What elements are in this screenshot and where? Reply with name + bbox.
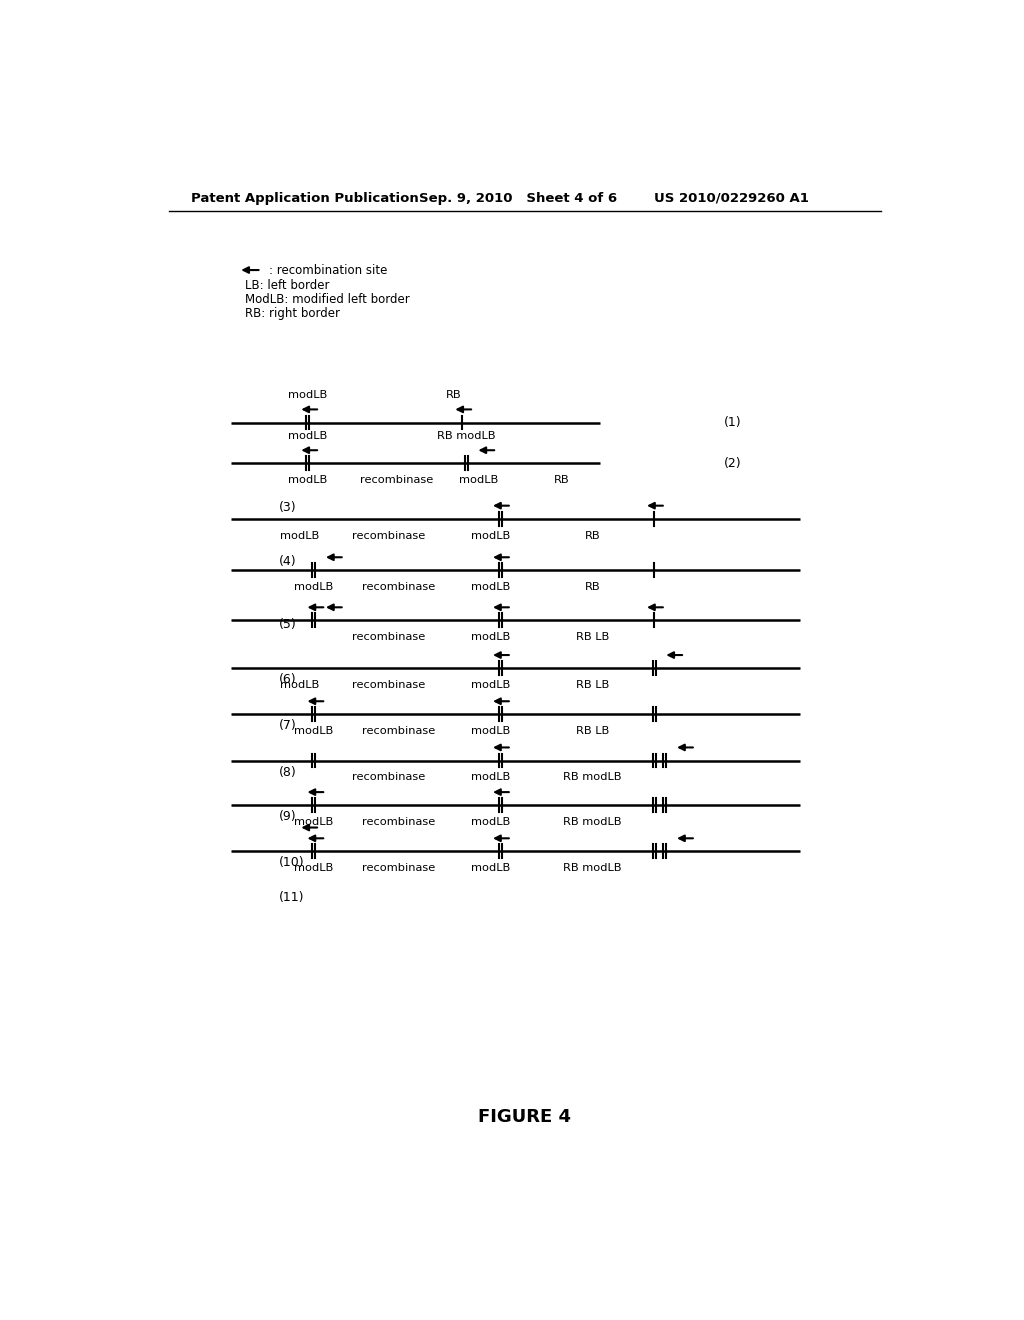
Text: modLB: modLB (294, 863, 334, 874)
Text: RB modLB: RB modLB (563, 863, 622, 874)
Text: Patent Application Publication: Patent Application Publication (190, 191, 419, 205)
Text: RB: RB (585, 582, 600, 593)
Text: (9): (9) (280, 810, 297, 824)
Text: FIGURE 4: FIGURE 4 (478, 1107, 571, 1126)
Text: modLB: modLB (294, 582, 334, 593)
Text: recombinase: recombinase (352, 531, 425, 541)
Text: recombinase: recombinase (361, 863, 435, 874)
Text: modLB: modLB (470, 772, 510, 783)
Text: US 2010/0229260 A1: US 2010/0229260 A1 (654, 191, 809, 205)
Text: modLB: modLB (470, 726, 510, 737)
Text: RB LB: RB LB (575, 632, 609, 643)
Text: RB modLB: RB modLB (563, 772, 622, 783)
Text: (5): (5) (280, 618, 297, 631)
Text: recombinase: recombinase (361, 817, 435, 828)
Text: modLB: modLB (470, 817, 510, 828)
Text: modLB: modLB (470, 531, 510, 541)
Text: RB modLB: RB modLB (437, 430, 496, 441)
Text: modLB: modLB (288, 475, 328, 486)
Text: recombinase: recombinase (361, 726, 435, 737)
Text: : recombination site: : recombination site (269, 264, 387, 277)
Text: RB: right border: RB: right border (245, 306, 340, 319)
Text: modLB: modLB (459, 475, 499, 486)
Text: RB: RB (585, 531, 600, 541)
Text: recombinase: recombinase (352, 632, 425, 643)
Text: (10): (10) (280, 857, 305, 870)
Text: recombinase: recombinase (361, 582, 435, 593)
Text: Sep. 9, 2010   Sheet 4 of 6: Sep. 9, 2010 Sheet 4 of 6 (419, 191, 617, 205)
Text: modLB: modLB (470, 863, 510, 874)
Text: modLB: modLB (288, 389, 328, 400)
Text: modLB: modLB (281, 680, 319, 690)
Text: modLB: modLB (294, 726, 334, 737)
Text: recombinase: recombinase (352, 680, 425, 690)
Text: (8): (8) (280, 766, 297, 779)
Text: ModLB: modified left border: ModLB: modified left border (245, 293, 410, 306)
Text: (3): (3) (280, 500, 297, 513)
Text: (4): (4) (280, 554, 297, 568)
Text: modLB: modLB (470, 680, 510, 690)
Text: recombinase: recombinase (359, 475, 433, 486)
Text: recombinase: recombinase (352, 772, 425, 783)
Text: RB LB: RB LB (575, 726, 609, 737)
Text: modLB: modLB (470, 582, 510, 593)
Text: LB: left border: LB: left border (245, 279, 329, 292)
Text: modLB: modLB (288, 430, 328, 441)
Text: (11): (11) (280, 891, 305, 904)
Text: RB LB: RB LB (575, 680, 609, 690)
Text: (1): (1) (724, 416, 741, 429)
Text: modLB: modLB (294, 817, 334, 828)
Text: RB modLB: RB modLB (563, 817, 622, 828)
Text: modLB: modLB (470, 632, 510, 643)
Text: (2): (2) (724, 457, 741, 470)
Text: RB: RB (446, 389, 462, 400)
Text: (6): (6) (280, 673, 297, 686)
Text: RB: RB (554, 475, 569, 486)
Text: modLB: modLB (281, 531, 319, 541)
Text: (7): (7) (280, 719, 297, 733)
